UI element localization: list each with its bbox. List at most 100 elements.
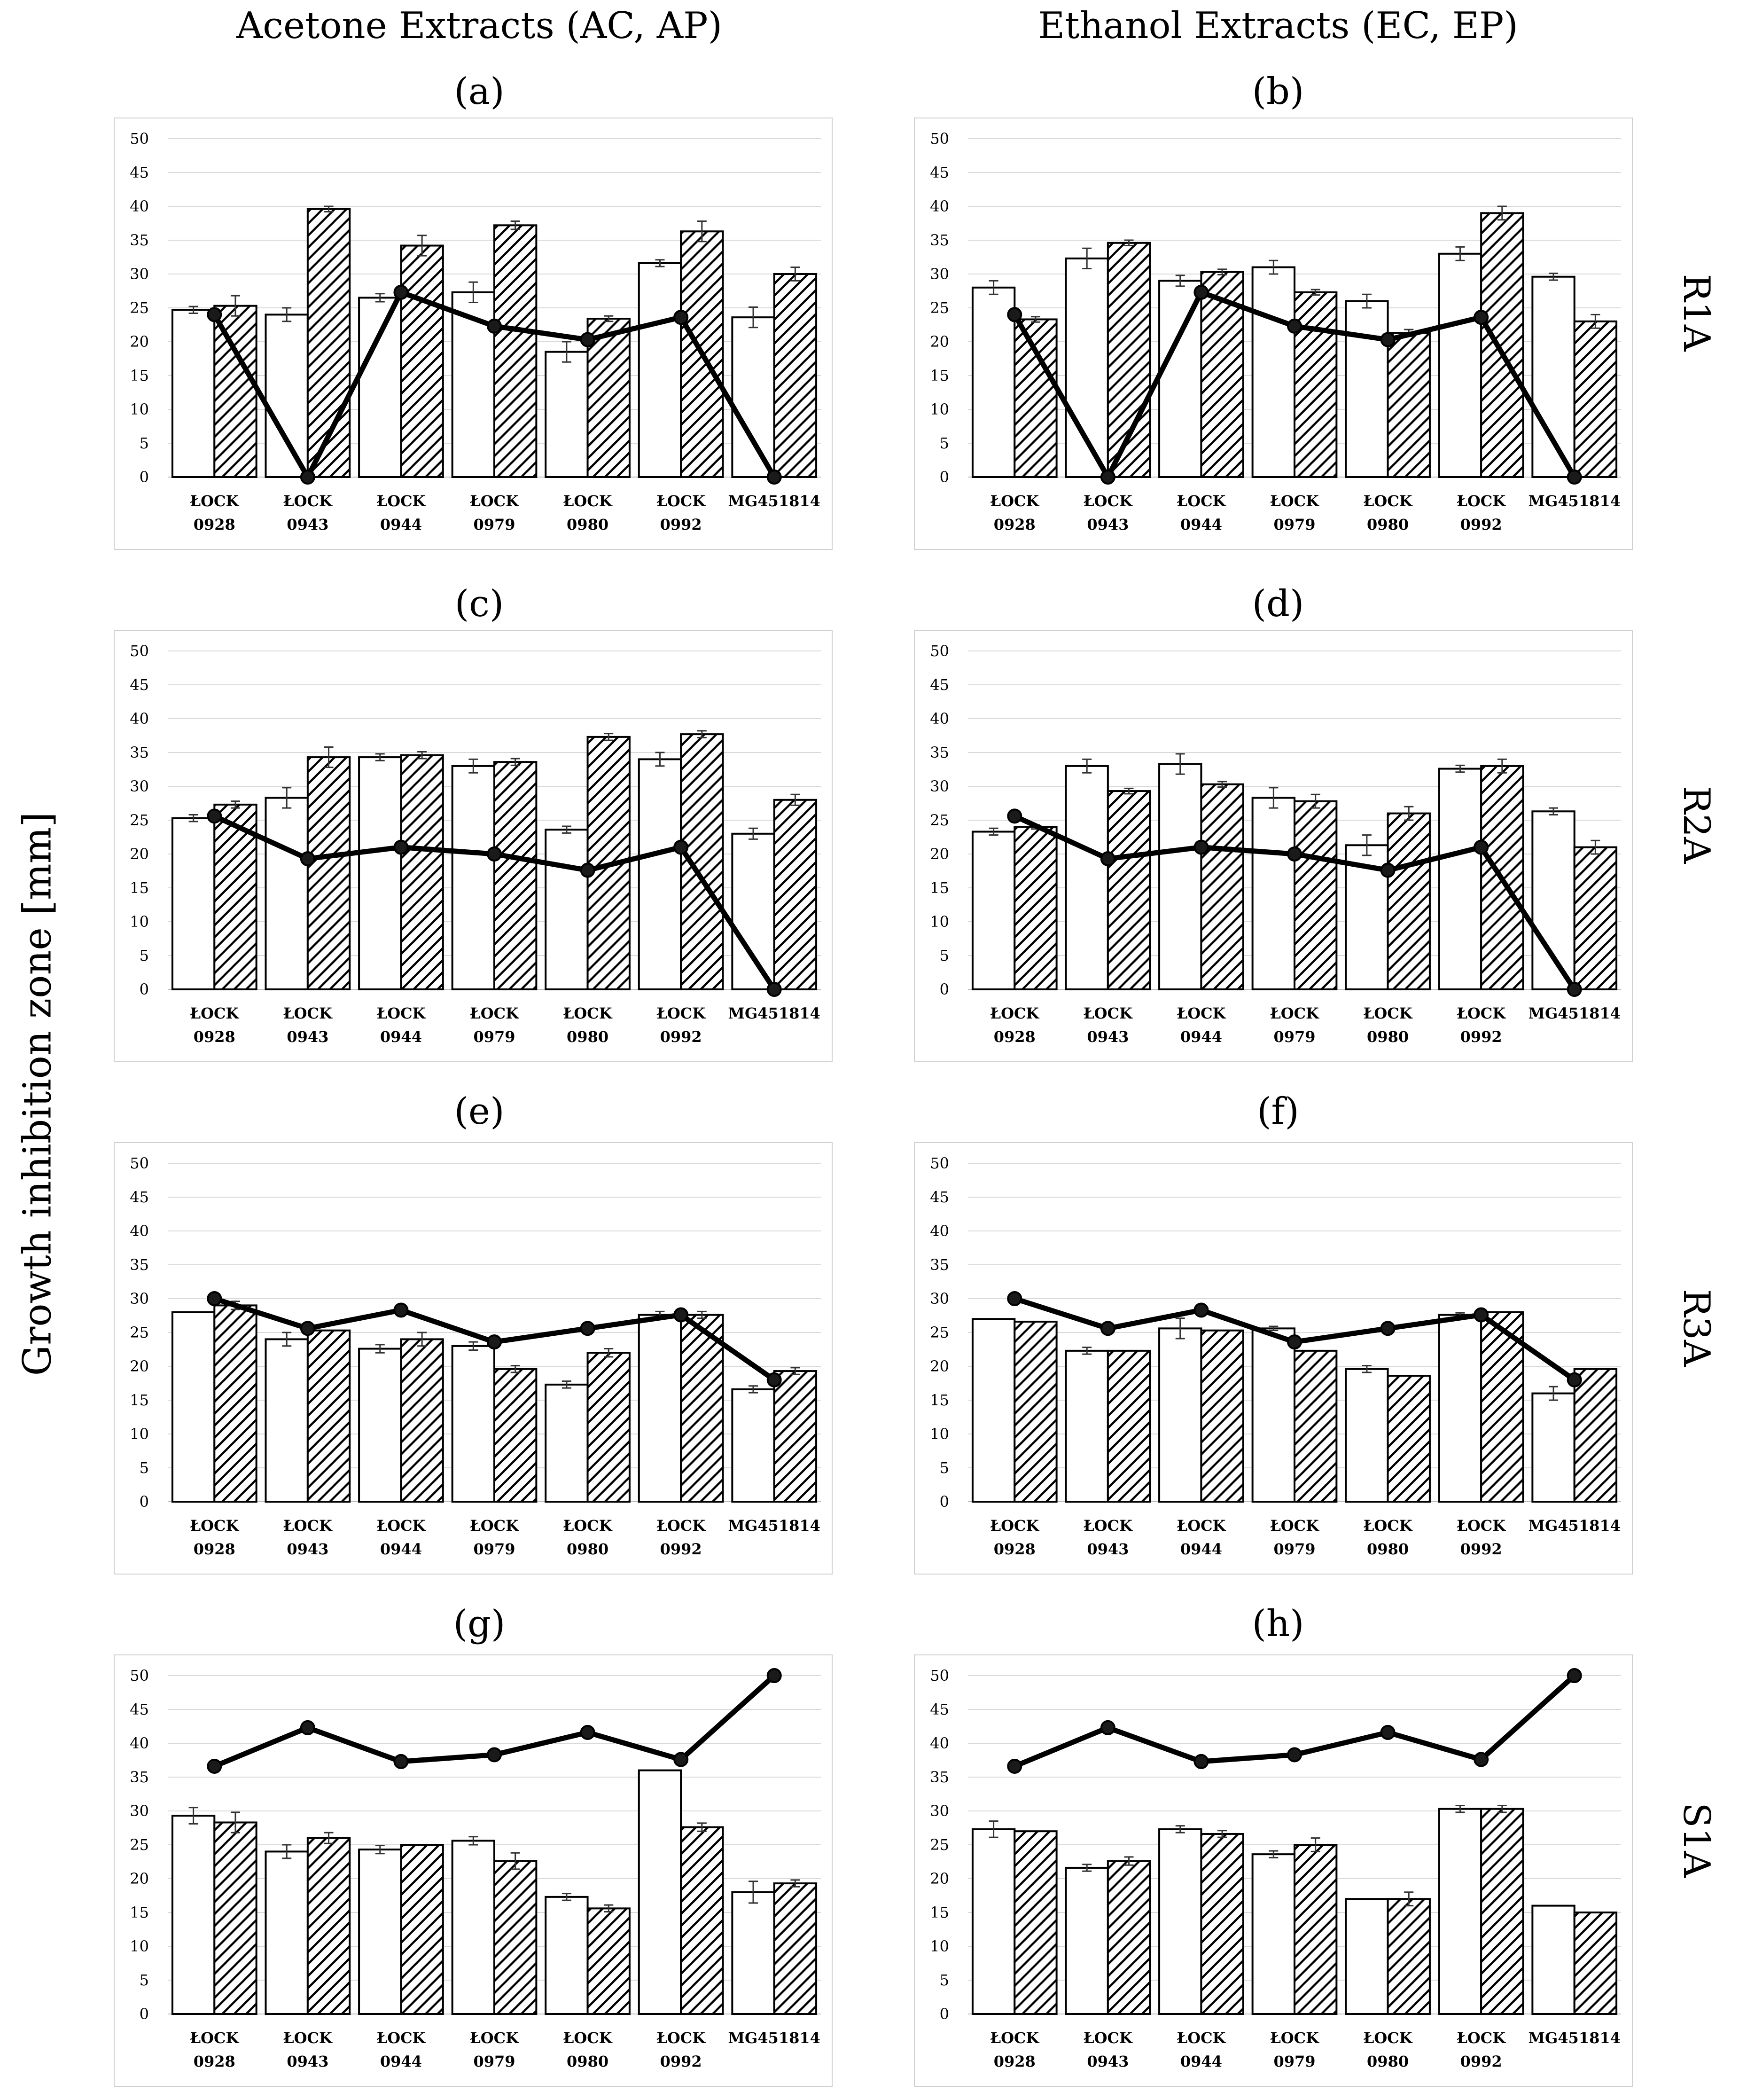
panel-label-f: (f) xyxy=(1257,1090,1299,1133)
bar-ap xyxy=(306,756,351,990)
bar-ac xyxy=(638,1314,682,1503)
bar-ac xyxy=(358,1849,402,2015)
bar-ac xyxy=(545,351,589,478)
reference-point xyxy=(1193,284,1209,300)
reference-point xyxy=(1100,470,1115,485)
y-tick-label: 40 xyxy=(930,1222,949,1240)
y-tick-label: 5 xyxy=(940,947,949,964)
x-tick-label: ŁOCK xyxy=(376,1517,426,1535)
x-tick-label: 0979 xyxy=(473,516,515,533)
y-tick-label: 30 xyxy=(130,1290,149,1308)
y-tick-label: 0 xyxy=(140,2005,149,2023)
x-tick-label: ŁOCK xyxy=(1084,1517,1133,1535)
y-tick-label: 30 xyxy=(930,265,949,283)
x-tick-label: ŁOCK xyxy=(990,492,1039,510)
x-tick-label: ŁOCK xyxy=(1270,1004,1319,1022)
reference-point xyxy=(1474,1752,1489,1767)
y-tick-label: 20 xyxy=(930,1870,949,1888)
x-tick-label: ŁOCK xyxy=(190,1517,239,1535)
bar-ap xyxy=(680,1826,724,2015)
x-tick-label: 0980 xyxy=(567,516,608,533)
x-tick-label: ŁOCK xyxy=(1177,492,1226,510)
x-tick-label: ŁOCK xyxy=(470,492,519,510)
x-tick-label: ŁOCK xyxy=(1177,2029,1226,2047)
bar-ep xyxy=(1014,826,1058,990)
y-tick-label: 45 xyxy=(930,164,949,181)
x-tick-label: ŁOCK xyxy=(1084,492,1133,510)
bar-ep xyxy=(1480,212,1524,478)
y-tick-label: 20 xyxy=(130,333,149,351)
x-tick-label: ŁOCK xyxy=(1457,1004,1506,1022)
x-tick-label: ŁOCK xyxy=(190,1004,239,1022)
x-tick-label: 0979 xyxy=(1273,516,1315,533)
bar-ap xyxy=(773,1882,818,2015)
reference-point xyxy=(1567,1372,1582,1387)
row-label-r2a: R2A xyxy=(1675,786,1717,864)
reference-point xyxy=(1380,862,1396,878)
x-tick-label: ŁOCK xyxy=(1364,1517,1413,1535)
bar-ep xyxy=(1294,1844,1338,2015)
chart-svg: 0 5 10 15 20 25 30 35 40 45 50 ŁOCK 0928 ŁOCK 0943 ŁOCK… xyxy=(914,118,1633,550)
y-tick-label: 20 xyxy=(130,1870,149,1888)
x-tick-label: ŁOCK xyxy=(470,1004,519,1022)
x-tick-label: 0943 xyxy=(287,1028,328,1046)
y-tick-label: 20 xyxy=(930,1357,949,1375)
bar-ac xyxy=(731,1388,775,1503)
chart-panel-b: 0 5 10 15 20 25 30 35 40 45 50 ŁOCK 0928 ŁOCK 0943 ŁOCK… xyxy=(914,118,1633,550)
reference-point xyxy=(1380,332,1396,347)
x-tick-label: ŁOCK xyxy=(190,492,239,510)
y-tick-label: 40 xyxy=(130,1734,149,1752)
bar-ep xyxy=(1014,318,1058,478)
row-label-r3a: R3A xyxy=(1675,1289,1717,1367)
y-tick-label: 25 xyxy=(130,299,149,317)
bar-ep xyxy=(1200,1833,1244,2015)
row-label-s1a: S1A xyxy=(1675,1802,1717,1878)
x-tick-label: MG451814 xyxy=(728,1004,820,1022)
reference-point xyxy=(1380,1724,1396,1740)
reference-point xyxy=(207,1291,222,1306)
x-tick-label: 0944 xyxy=(380,516,422,533)
bar-ac xyxy=(358,1348,402,1503)
x-tick-label: 0992 xyxy=(1460,1540,1502,1558)
bar-ac xyxy=(451,1840,496,2015)
panel-label-g: (g) xyxy=(453,1603,506,1645)
y-tick-label: 40 xyxy=(130,1222,149,1240)
x-tick-label: ŁOCK xyxy=(1457,492,1506,510)
x-tick-label: 0944 xyxy=(1180,1028,1222,1046)
reference-point xyxy=(1567,1668,1582,1683)
chart-svg: 0 5 10 15 20 25 30 35 40 45 50 ŁOCK 0928 ŁOCK 0943 ŁOCK… xyxy=(114,1654,833,2087)
reference-point xyxy=(207,808,222,824)
x-tick-label: 0943 xyxy=(287,516,328,533)
bar-ap xyxy=(586,1352,631,1503)
bar-ec xyxy=(1065,765,1109,990)
y-tick-label: 15 xyxy=(930,1391,949,1409)
bar-ac xyxy=(545,1383,589,1503)
x-tick-label: 0944 xyxy=(1180,516,1222,533)
bar-ac xyxy=(731,316,775,478)
x-tick-label: 0928 xyxy=(194,2053,235,2070)
x-tick-label: 0943 xyxy=(1087,1028,1129,1046)
reference-point xyxy=(207,1758,222,1774)
y-tick-label: 5 xyxy=(140,1459,149,1477)
bar-ep xyxy=(1200,783,1244,990)
x-tick-label: 0928 xyxy=(194,516,235,533)
y-tick-label: 35 xyxy=(930,231,949,249)
panel-label-e: (e) xyxy=(454,1090,505,1133)
reference-point xyxy=(393,284,409,300)
bar-ec xyxy=(1345,300,1389,478)
x-tick-label: ŁOCK xyxy=(563,1517,613,1535)
bar-ap xyxy=(400,1338,444,1503)
x-tick-label: ŁOCK xyxy=(1457,2029,1506,2047)
bar-ap xyxy=(213,1304,257,1503)
bar-ap xyxy=(773,1370,818,1503)
bar-ac xyxy=(638,1769,682,2015)
y-tick-label: 15 xyxy=(130,367,149,384)
reference-point xyxy=(1100,1321,1115,1336)
y-tick-label: 25 xyxy=(930,811,949,829)
x-tick-label: ŁOCK xyxy=(1177,1004,1226,1022)
y-axis-title: Growth inhibition zone [mm] xyxy=(15,812,60,1376)
y-tick-label: 15 xyxy=(130,1391,149,1409)
bar-ap xyxy=(306,1837,351,2015)
reference-point xyxy=(766,1372,782,1387)
bar-ac xyxy=(451,1345,496,1503)
